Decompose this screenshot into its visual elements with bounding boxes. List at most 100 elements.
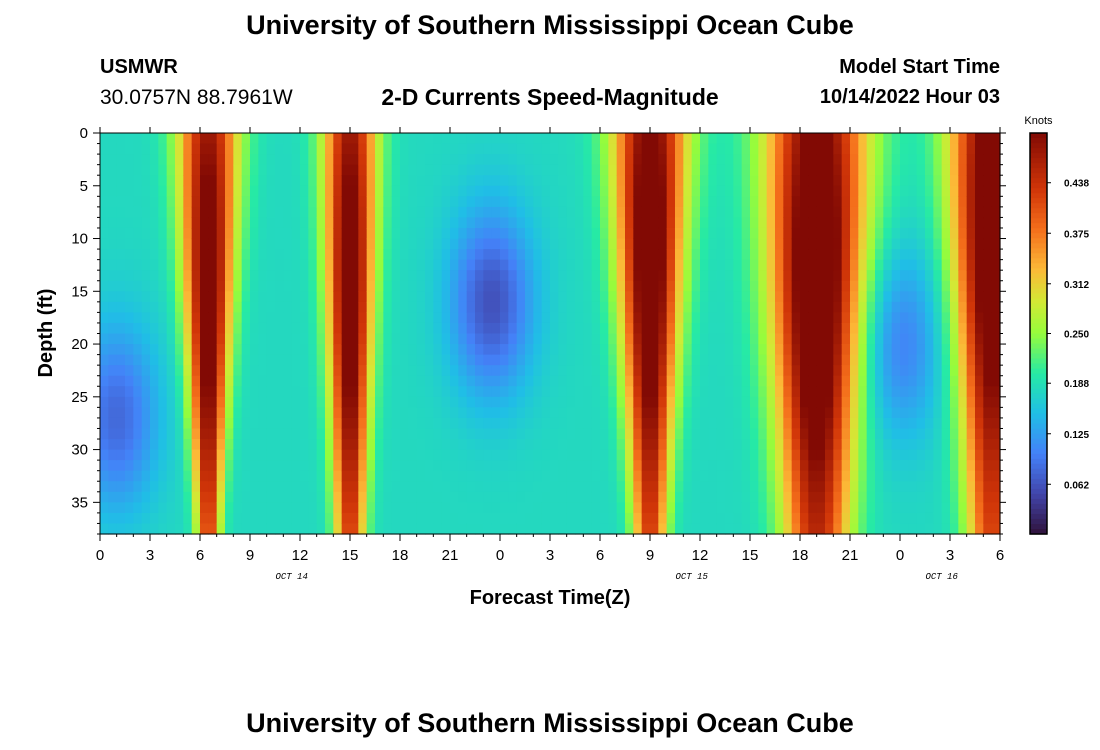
heatmap-cell <box>558 291 568 303</box>
heatmap-cell <box>583 154 593 166</box>
heatmap-cell <box>625 460 634 472</box>
heatmap-cell <box>700 375 709 387</box>
heatmap-cell <box>391 270 401 282</box>
heatmap-cell <box>158 407 168 419</box>
heatmap-cell <box>700 206 709 219</box>
heatmap-cell <box>216 491 226 503</box>
heatmap-cell <box>125 481 134 493</box>
colorbar-segment <box>1030 303 1047 310</box>
heatmap-cell <box>583 417 593 430</box>
heatmap-cell <box>850 417 859 430</box>
heatmap-cell <box>516 481 526 493</box>
heatmap-cell <box>708 481 718 493</box>
heatmap-cell <box>750 133 759 145</box>
heatmap-cell <box>783 396 793 408</box>
heatmap-cell <box>800 175 809 187</box>
heatmap-cell <box>300 291 309 303</box>
heatmap-cell <box>975 365 984 377</box>
heatmap-cell <box>516 185 526 197</box>
heatmap-cell <box>991 417 1001 430</box>
heatmap-cell <box>275 154 284 166</box>
heatmap-cell <box>466 491 476 503</box>
heatmap-cell <box>358 396 368 408</box>
heatmap-cell <box>441 206 451 219</box>
heatmap-cell <box>775 217 784 229</box>
heatmap-cell <box>325 164 334 176</box>
heatmap-cell <box>191 512 201 525</box>
heatmap-cell <box>291 417 301 430</box>
heatmap-cell <box>341 301 351 313</box>
heatmap-cell <box>916 375 926 387</box>
heatmap-cell <box>825 396 834 408</box>
heatmap-cell <box>241 428 251 440</box>
heatmap-cell <box>691 196 701 208</box>
heatmap-cell <box>258 512 268 525</box>
heatmap-cell <box>691 354 701 366</box>
colorbar-segment <box>1030 228 1047 234</box>
heatmap-cell <box>533 344 543 356</box>
heatmap-cell <box>116 206 126 219</box>
heatmap-cell <box>533 375 543 387</box>
heatmap-cell <box>233 449 243 461</box>
heatmap-cell <box>783 301 793 313</box>
heatmap-cell <box>475 133 484 145</box>
colorbar-segment <box>1030 173 1047 179</box>
heatmap-cell <box>950 322 959 335</box>
heatmap-cell <box>300 280 309 292</box>
heatmap-cell <box>466 365 476 377</box>
heatmap-cell <box>266 460 276 472</box>
heatmap-cell <box>250 196 259 208</box>
heatmap-cell <box>208 491 218 503</box>
heatmap-cell <box>216 133 226 145</box>
heatmap-cell <box>700 270 709 282</box>
heatmap-cell <box>800 206 809 219</box>
heatmap-cell <box>841 280 851 292</box>
heatmap-cell <box>141 154 151 166</box>
heatmap-cell <box>175 196 184 208</box>
heatmap-cell <box>208 333 218 345</box>
heatmap-cell <box>575 523 584 535</box>
heatmap-cell <box>258 175 268 187</box>
heatmap-cell <box>733 523 743 535</box>
heatmap-cell <box>991 143 1001 155</box>
heatmap-cell <box>900 396 909 408</box>
heatmap-cell <box>291 227 301 240</box>
heatmap-cell <box>641 439 651 451</box>
heatmap-cell <box>608 217 618 229</box>
heatmap-cell <box>441 291 451 303</box>
heatmap-cell <box>741 439 751 451</box>
heatmap-cell <box>116 259 126 271</box>
heatmap-cell <box>941 312 951 324</box>
heatmap-cell <box>700 185 709 197</box>
heatmap-cell <box>333 396 343 408</box>
heatmap-cell <box>583 470 593 482</box>
heatmap-cell <box>150 133 159 145</box>
heatmap-cell <box>916 196 926 208</box>
heatmap-cell <box>625 386 634 398</box>
heatmap-cell <box>683 238 693 250</box>
heatmap-cell <box>925 460 934 472</box>
heatmap-cell <box>100 428 109 440</box>
heatmap-cell <box>416 206 426 219</box>
heatmap-cell <box>175 164 184 176</box>
heatmap-cell <box>350 175 359 187</box>
heatmap-cell <box>875 449 884 461</box>
heatmap-cell <box>366 333 376 345</box>
heatmap-cell <box>966 133 976 145</box>
heatmap-cell <box>616 301 626 313</box>
heatmap-cell <box>258 249 268 261</box>
heatmap-cell <box>533 502 543 514</box>
heatmap-cell <box>883 333 893 345</box>
heatmap-cell <box>700 365 709 377</box>
heatmap-cell <box>566 164 576 176</box>
heatmap-cell <box>583 523 593 535</box>
colorbar-segment <box>1030 283 1047 289</box>
heatmap-cell <box>341 238 351 250</box>
heatmap-cell <box>325 354 334 366</box>
heatmap-cell <box>300 354 309 366</box>
heatmap-cell <box>966 175 976 187</box>
heatmap-cell <box>850 354 859 366</box>
heatmap-cell <box>466 333 476 345</box>
colorbar-segment <box>1030 258 1047 264</box>
heatmap-cell <box>750 375 759 387</box>
